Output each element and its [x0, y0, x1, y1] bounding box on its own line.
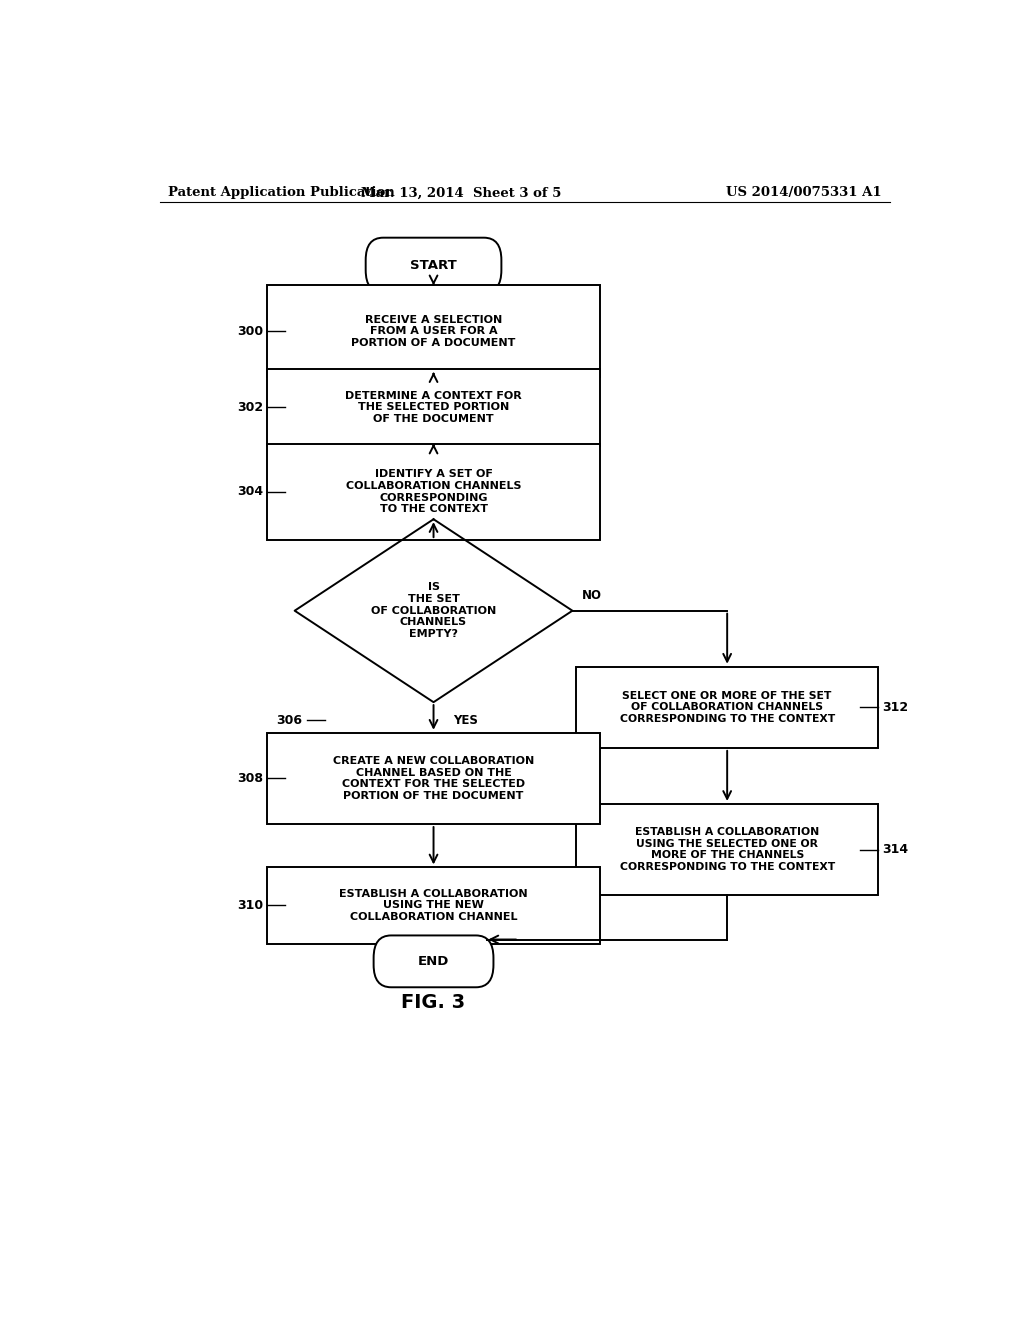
Text: END: END	[418, 954, 450, 968]
FancyBboxPatch shape	[577, 667, 878, 748]
FancyBboxPatch shape	[267, 733, 600, 824]
Text: US 2014/0075331 A1: US 2014/0075331 A1	[726, 186, 882, 199]
Text: Patent Application Publication: Patent Application Publication	[168, 186, 394, 199]
Text: 302: 302	[237, 401, 263, 414]
Text: IDENTIFY A SET OF
COLLABORATION CHANNELS
CORRESPONDING
TO THE CONTEXT: IDENTIFY A SET OF COLLABORATION CHANNELS…	[346, 470, 521, 515]
Text: START: START	[411, 259, 457, 272]
Text: DETERMINE A CONTEXT FOR
THE SELECTED PORTION
OF THE DOCUMENT: DETERMINE A CONTEXT FOR THE SELECTED POR…	[345, 391, 522, 424]
FancyBboxPatch shape	[267, 867, 600, 944]
Text: ESTABLISH A COLLABORATION
USING THE NEW
COLLABORATION CHANNEL: ESTABLISH A COLLABORATION USING THE NEW …	[339, 888, 527, 923]
FancyBboxPatch shape	[267, 285, 600, 378]
Text: CREATE A NEW COLLABORATION
CHANNEL BASED ON THE
CONTEXT FOR THE SELECTED
PORTION: CREATE A NEW COLLABORATION CHANNEL BASED…	[333, 756, 535, 801]
Text: FIG. 3: FIG. 3	[401, 993, 466, 1011]
Text: SELECT ONE OR MORE OF THE SET
OF COLLABORATION CHANNELS
CORRESPONDING TO THE CON: SELECT ONE OR MORE OF THE SET OF COLLABO…	[620, 690, 835, 723]
Text: 304: 304	[237, 486, 263, 498]
Text: 308: 308	[237, 772, 263, 785]
FancyBboxPatch shape	[267, 444, 600, 540]
Text: 300: 300	[237, 325, 263, 338]
Text: RECEIVE A SELECTION
FROM A USER FOR A
PORTION OF A DOCUMENT: RECEIVE A SELECTION FROM A USER FOR A PO…	[351, 314, 516, 347]
Text: 306: 306	[276, 714, 303, 727]
Text: 314: 314	[882, 843, 908, 857]
FancyBboxPatch shape	[267, 370, 600, 446]
Text: NO: NO	[582, 589, 602, 602]
Text: 310: 310	[237, 899, 263, 912]
Text: ESTABLISH A COLLABORATION
USING THE SELECTED ONE OR
MORE OF THE CHANNELS
CORRESP: ESTABLISH A COLLABORATION USING THE SELE…	[620, 828, 835, 873]
FancyBboxPatch shape	[366, 238, 502, 293]
FancyBboxPatch shape	[374, 936, 494, 987]
Text: IS
THE SET
OF COLLABORATION
CHANNELS
EMPTY?: IS THE SET OF COLLABORATION CHANNELS EMP…	[371, 582, 497, 639]
FancyBboxPatch shape	[577, 804, 878, 895]
Text: 312: 312	[882, 701, 908, 714]
Text: Mar. 13, 2014  Sheet 3 of 5: Mar. 13, 2014 Sheet 3 of 5	[361, 186, 561, 199]
Text: YES: YES	[454, 714, 478, 727]
